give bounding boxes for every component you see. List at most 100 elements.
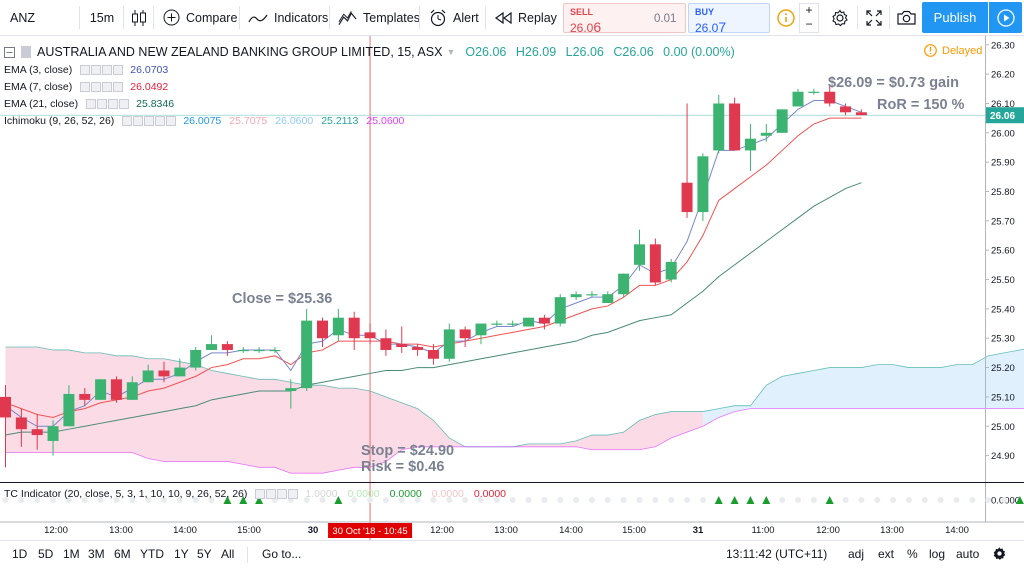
time-tick-label: 15:00 [237,525,261,536]
price-tick-label: 25.90 [991,158,1015,169]
log-toggle[interactable]: log [929,547,946,561]
chart-pane[interactable]: 26.30 26.20 26.10 26.00 25.90 25.80 25.70 25.60… [0,36,1024,540]
range-3m[interactable]: 3M [88,547,105,561]
range-1d[interactable]: 1D [12,547,28,561]
trading-info-button[interactable] [774,0,798,35]
candle [792,88,804,107]
candle-body [95,379,107,400]
settings-button[interactable] [822,0,858,35]
candle [301,308,313,392]
interval-button[interactable]: 15m [80,0,124,35]
range-all[interactable]: All [221,547,235,561]
percent-toggle[interactable]: % [907,547,918,561]
adj-toggle[interactable]: adj [848,547,865,561]
goto-button[interactable]: Go to... [262,547,302,561]
candle [142,364,154,383]
ema7-legend[interactable]: EMA (7, close) 26.0492 [4,81,176,93]
ema3-controls[interactable] [80,65,124,75]
clock-timezone[interactable]: 13:11:42 (UTC+11) [726,547,828,561]
time-tick-label: 14:00 [945,525,969,536]
ema3-label: EMA (3, close) [4,64,73,76]
ichimoku-controls[interactable] [122,116,177,126]
zoom-out-button[interactable]: − [805,17,813,31]
ema7-controls[interactable] [80,82,124,92]
range-1y[interactable]: 1Y [174,547,189,561]
gain-annotation[interactable]: $26.09 = $0.73 gain [828,75,959,91]
range-6m[interactable]: 6M [114,547,131,561]
fullscreen-button[interactable] [858,0,890,35]
candle-body [475,323,487,336]
collapse-legend-icon[interactable] [4,46,15,58]
ichimoku-span-a-line [5,346,1024,448]
zoom-stepper: + − [799,3,819,33]
candle-body [713,103,725,151]
alert-button[interactable]: Alert [420,0,486,35]
symbol-flag-icon [21,46,31,58]
replay-button[interactable]: Replay [486,0,564,35]
price-tick-label: 25.50 [991,275,1015,286]
candle [634,229,645,271]
chart-settings-button[interactable] [992,546,1007,566]
buy-button[interactable]: BUY 26.07 [688,3,770,35]
publish-video-button[interactable] [989,2,1022,33]
tc-neutral-dot [699,497,706,503]
candle-body [776,109,788,133]
time-tick-label: 12:00 [816,525,840,536]
tc-neutral-dot [858,497,865,503]
legend-dropdown-icon[interactable]: ▼ [446,47,456,57]
price-tick-label: 25.30 [991,334,1015,345]
range-5d[interactable]: 5D [38,547,54,561]
tc-neutral-dot [905,497,912,503]
stop-annotation[interactable]: Stop = $24.90 [361,443,455,459]
tc-neutral-dot [97,497,104,503]
candle-body [285,388,297,392]
zoom-in-button[interactable]: + [805,3,813,17]
candle [396,326,408,353]
last-price-tag [986,107,1024,124]
risk-annotation[interactable]: Risk = $0.46 [361,459,445,475]
tc-neutral-dot [430,497,437,503]
templates-button[interactable]: Templates [330,0,420,35]
range-5y[interactable]: 5Y [197,547,212,561]
candle-body [538,317,550,324]
chart-type-button[interactable] [124,0,154,35]
tc-neutral-dot [192,497,199,503]
close-value: C26.06 [613,45,654,59]
close-annotation[interactable]: Close = $25.36 [232,291,333,307]
tc-neutral-dot [588,497,595,503]
candle-body [412,347,424,350]
delayed-badge[interactable]: Delayed [924,44,982,57]
tc-neutral-dot [541,497,548,503]
ema7-value: 26.0492 [130,81,169,93]
ema3-legend[interactable]: EMA (3, close) 26.0703 [4,64,176,76]
price-chart[interactable]: 26.30 26.20 26.10 26.00 25.90 25.80 25.70 25.60… [0,36,1024,540]
tc-neutral-dot [652,497,659,503]
candle [570,291,582,301]
tc-label: TC Indicator (20, close, 5, 3, 1, 10, 10… [4,488,248,500]
candle-body [760,132,772,136]
sell-button[interactable]: SELL 26.06 0.01 [563,3,686,35]
ror-annotation[interactable]: RoR = 150 % [877,97,965,113]
symbol-search[interactable]: ANZ [0,0,80,35]
tc-controls[interactable] [255,489,299,499]
tc-neutral-dot [604,497,611,503]
snapshot-button[interactable] [890,0,922,35]
interval-label: 15m [89,10,115,25]
compare-button[interactable]: Compare [154,0,240,35]
range-1m[interactable]: 1M [63,547,80,561]
compare-plus-icon [163,9,180,26]
ext-toggle[interactable]: ext [878,547,895,561]
tc-indicator-legend[interactable]: TC Indicator (20, close, 5, 3, 1, 10, 10… [4,488,516,500]
candle [459,326,471,348]
candle-body [523,317,535,327]
ichimoku-legend[interactable]: Ichimoku (9, 26, 52, 26) 26.0075 25.7075… [4,115,412,127]
publish-button[interactable]: Publish [922,2,988,33]
indicators-button[interactable]: Indicators [240,0,330,35]
symbol-legend: AUSTRALIA AND NEW ZEALAND BANKING GROUP … [4,45,741,59]
ema21-controls[interactable] [86,99,130,109]
ema21-legend[interactable]: EMA (21, close) 25.8346 [4,98,182,110]
publish-label: Publish [933,10,977,25]
range-ytd[interactable]: YTD [140,547,164,561]
auto-toggle[interactable]: auto [956,547,980,561]
candle [776,109,788,133]
